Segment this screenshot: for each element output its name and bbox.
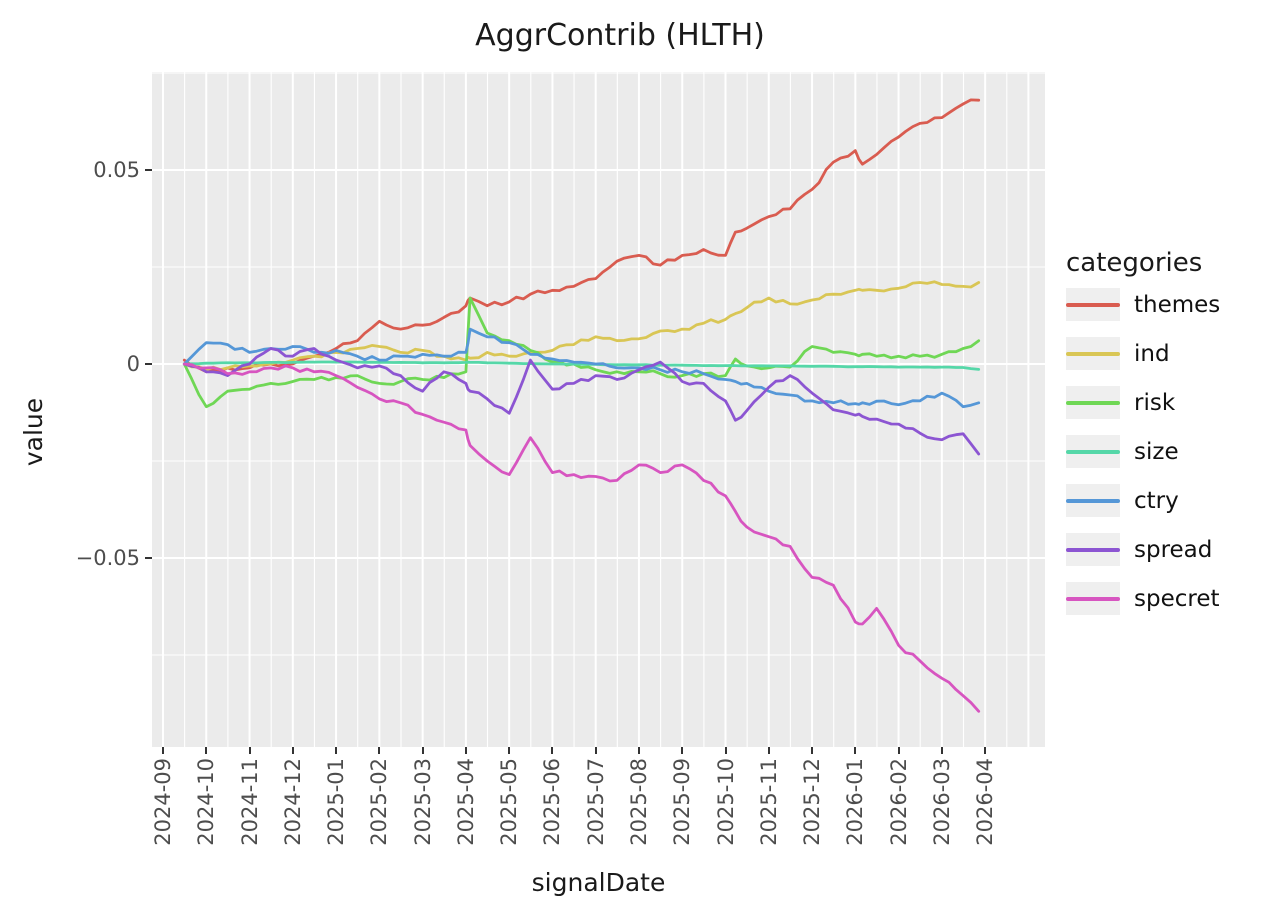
legend-items: themes ind risk size ctry spread specret (1056, 288, 1280, 615)
x-tick-mark (162, 747, 164, 754)
series-line-spread (182, 347, 981, 456)
series-line-risk (182, 296, 981, 409)
legend: categories themes ind risk size ctry spread sp… (1056, 248, 1280, 631)
legend-swatch-line (1066, 597, 1120, 601)
x-tick-mark (291, 747, 294, 754)
x-tick-label: 2024-12 (280, 758, 305, 846)
x-tick-label: 2024-11 (237, 758, 262, 846)
series-line-themes (182, 98, 981, 374)
x-tick-mark (205, 747, 208, 754)
y-tick-mark (145, 363, 152, 365)
legend-swatch-line (1066, 303, 1120, 307)
series-line-specret (182, 362, 981, 713)
x-tick-mark (335, 747, 338, 754)
x-tick-label: 2025-02 (367, 758, 392, 846)
x-tick-mark (724, 747, 727, 754)
x-axis-title: signalDate (531, 868, 666, 897)
legend-item-themes: themes (1066, 288, 1280, 321)
x-tick-label: 2025-03 (410, 758, 435, 846)
x-tick-label: 2025-10 (713, 758, 738, 846)
x-tick-mark (594, 747, 597, 754)
legend-key (1066, 288, 1120, 321)
x-tick-label: 2025-05 (497, 758, 522, 846)
legend-item-specret: specret (1066, 582, 1280, 615)
x-tick-mark (637, 747, 640, 754)
legend-item-label: ctry (1134, 487, 1179, 514)
x-tick-label: 2025-09 (670, 758, 695, 846)
x-tick-label: 2025-12 (800, 758, 825, 846)
x-tick-mark (508, 747, 511, 754)
x-tick-label: 2026-04 (973, 758, 998, 846)
legend-swatch-line (1066, 499, 1120, 503)
series-line-ind (182, 280, 981, 372)
legend-item-risk: risk (1066, 386, 1280, 419)
legend-key (1066, 435, 1120, 468)
y-tick-mark (145, 557, 152, 559)
x-tick-label: 2024-10 (194, 758, 219, 846)
x-tick-label: 2025-06 (540, 758, 565, 846)
legend-item-label: themes (1134, 291, 1221, 318)
x-tick-mark (421, 747, 424, 754)
plot-panel (152, 72, 1045, 747)
legend-item-label: risk (1134, 389, 1176, 416)
legend-key (1066, 337, 1120, 370)
x-tick-mark (248, 747, 251, 754)
x-tick-label: 2025-04 (453, 758, 478, 846)
legend-item-label: specret (1134, 585, 1220, 612)
y-tick-label: −0.05 (75, 546, 140, 570)
x-tick-mark (897, 747, 900, 754)
x-tick-label: 2024-09 (151, 758, 175, 846)
legend-item-label: spread (1134, 536, 1213, 563)
x-tick-label: 2025-11 (756, 758, 781, 846)
x-tick-label: 2025-07 (583, 758, 608, 846)
y-tick-mark (145, 169, 152, 171)
x-tick-label: 2026-01 (843, 758, 868, 846)
x-tick-mark (854, 747, 857, 754)
x-tick-label: 2025-01 (324, 758, 349, 846)
legend-key (1066, 533, 1120, 566)
chart-title: AggrContrib (HLTH) (475, 18, 765, 53)
legend-swatch-line (1066, 548, 1120, 552)
x-tick-mark (378, 747, 381, 754)
x-tick-mark (681, 747, 684, 754)
y-tick-label: 0 (126, 352, 140, 376)
legend-key (1066, 386, 1120, 419)
x-tick-label: 2025-08 (626, 758, 651, 846)
x-tick-label: 2026-02 (886, 758, 911, 846)
x-tick-mark (767, 747, 770, 754)
legend-item-ctry: ctry (1066, 484, 1280, 517)
y-tick-label: 0.05 (93, 158, 140, 182)
plot-area (152, 72, 1045, 747)
legend-key (1066, 582, 1120, 615)
legend-item-label: size (1134, 438, 1179, 465)
x-tick-mark (984, 747, 987, 754)
legend-key (1066, 484, 1120, 517)
x-tick-mark (464, 747, 467, 754)
series-line-size (182, 360, 981, 371)
legend-item-spread: spread (1066, 533, 1280, 566)
legend-title: categories (1066, 248, 1203, 278)
legend-swatch-line (1066, 401, 1120, 405)
legend-swatch-line (1066, 450, 1120, 454)
x-tick-mark (551, 747, 554, 754)
legend-item-size: size (1066, 435, 1280, 468)
x-tick-mark (940, 747, 943, 754)
legend-item-ind: ind (1066, 337, 1280, 370)
legend-item-label: ind (1134, 340, 1170, 367)
x-tick-mark (811, 747, 814, 754)
y-axis-title: value (19, 397, 48, 467)
legend-swatch-line (1066, 352, 1120, 356)
x-tick-label: 2026-03 (929, 758, 954, 846)
